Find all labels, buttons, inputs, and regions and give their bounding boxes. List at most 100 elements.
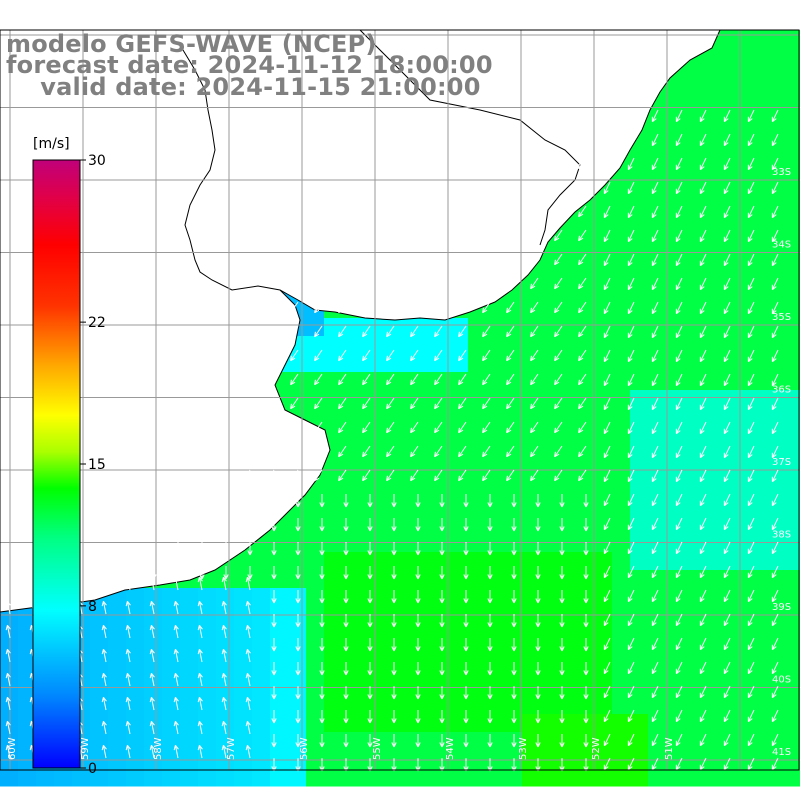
field-cell bbox=[756, 660, 775, 679]
field-cell bbox=[738, 552, 757, 571]
wind-arrow bbox=[266, 373, 275, 386]
field-cell bbox=[702, 228, 721, 247]
wind-arrow bbox=[559, 662, 565, 676]
field-cell bbox=[756, 228, 775, 247]
field-cell bbox=[468, 498, 487, 517]
wind-arrow bbox=[627, 229, 635, 243]
field-cell bbox=[774, 210, 793, 229]
field-cell bbox=[378, 462, 397, 481]
field-cell bbox=[792, 660, 800, 679]
landmass bbox=[0, 30, 720, 320]
wind-arrow bbox=[5, 696, 11, 711]
wind-arrow bbox=[535, 734, 541, 748]
field-cell bbox=[324, 534, 343, 553]
wind-arrow bbox=[439, 566, 445, 580]
field-cell bbox=[792, 480, 800, 499]
field-cell bbox=[216, 750, 235, 769]
field-cell bbox=[630, 444, 649, 463]
wind-arrow bbox=[290, 301, 299, 314]
wind-arrow bbox=[458, 325, 467, 338]
field-cell bbox=[612, 192, 631, 211]
field-cell bbox=[720, 408, 739, 427]
lon-label: 55W bbox=[372, 737, 383, 760]
field-cell bbox=[756, 732, 775, 751]
wind-arrow bbox=[101, 648, 107, 663]
field-cell bbox=[576, 642, 595, 661]
field-cell bbox=[630, 588, 649, 607]
wind-arrow bbox=[747, 133, 755, 147]
wind-arrow bbox=[651, 733, 659, 747]
field-cell bbox=[558, 642, 577, 661]
field-cell bbox=[612, 228, 631, 247]
field-cell bbox=[792, 768, 800, 787]
field-cell bbox=[360, 732, 379, 751]
field-cell bbox=[612, 336, 631, 355]
wind-arrow bbox=[771, 589, 779, 603]
lat-label: 39S bbox=[772, 602, 791, 613]
wind-arrow bbox=[271, 662, 277, 676]
lat-label: 41S bbox=[772, 747, 791, 758]
wind-arrow bbox=[5, 744, 11, 759]
wind-arrow bbox=[221, 720, 227, 735]
field-cell bbox=[720, 354, 739, 373]
wind-arrow bbox=[723, 349, 731, 363]
field-cell bbox=[666, 156, 685, 175]
field-cell bbox=[324, 336, 343, 355]
field-cell bbox=[360, 642, 379, 661]
field-cell bbox=[522, 390, 541, 409]
field-cell bbox=[468, 408, 487, 427]
field-cell bbox=[648, 192, 667, 211]
wind-arrow bbox=[723, 205, 731, 219]
field-cell bbox=[756, 210, 775, 229]
wind-arrow bbox=[651, 589, 659, 603]
field-cell bbox=[648, 498, 667, 517]
field-cell bbox=[774, 120, 793, 139]
field-cell bbox=[720, 84, 739, 103]
field-cell bbox=[486, 426, 505, 445]
field-cell bbox=[594, 372, 613, 391]
wind-arrow bbox=[391, 566, 397, 580]
field-cell bbox=[396, 498, 415, 517]
wind-arrow bbox=[487, 710, 493, 724]
wind-arrow bbox=[747, 493, 755, 507]
field-cell bbox=[234, 696, 253, 715]
lat-label: 37S bbox=[772, 457, 791, 468]
field-cell bbox=[324, 696, 343, 715]
wind-arrow bbox=[338, 373, 347, 386]
wind-arrow bbox=[747, 349, 755, 363]
wind-arrow bbox=[506, 301, 515, 314]
wind-arrow bbox=[482, 349, 491, 362]
field-cell bbox=[576, 660, 595, 679]
field-cell bbox=[324, 318, 343, 337]
field-cell bbox=[774, 246, 793, 265]
wind-arrow bbox=[245, 696, 251, 711]
field-cell bbox=[756, 498, 775, 517]
wind-arrow bbox=[511, 662, 517, 676]
field-cell bbox=[702, 498, 721, 517]
field-cell bbox=[630, 570, 649, 589]
wind-arrow bbox=[627, 637, 635, 651]
field-cell bbox=[540, 480, 559, 499]
wind-arrow bbox=[197, 600, 203, 615]
wind-arrow bbox=[603, 157, 611, 171]
field-cell bbox=[666, 300, 685, 319]
wind-arrow bbox=[554, 349, 563, 362]
field-cell bbox=[702, 426, 721, 445]
wind-arrow bbox=[266, 469, 275, 482]
wind-arrow bbox=[245, 720, 251, 735]
wind-arrow bbox=[530, 397, 539, 410]
field-cell bbox=[594, 660, 613, 679]
field-cell bbox=[576, 408, 595, 427]
wind-arrow bbox=[367, 542, 373, 556]
field-cell bbox=[720, 192, 739, 211]
wind-arrow bbox=[578, 229, 587, 242]
field-cell bbox=[486, 732, 505, 751]
field-cell bbox=[738, 750, 757, 769]
wind-arrow bbox=[386, 397, 395, 410]
field-cell bbox=[594, 426, 613, 445]
wind-arrow bbox=[578, 277, 587, 290]
field-cell bbox=[594, 354, 613, 373]
field-cell bbox=[378, 768, 397, 787]
field-cell bbox=[774, 408, 793, 427]
field-cell bbox=[666, 210, 685, 229]
